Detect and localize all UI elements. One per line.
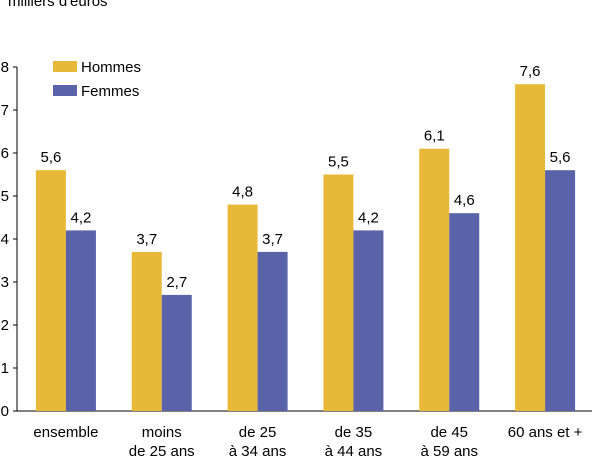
data-labels: 5,6 4,2 3,7 2,7 4,8 3,7 5,5 4,2 6,1 4,6 7,6 5,6 xyxy=(40,63,570,291)
x-tick-label: moins xyxy=(142,424,182,441)
y-tick-label: 7 xyxy=(1,102,9,119)
y-tick-label: 4 xyxy=(1,231,9,248)
bar-hommes xyxy=(323,174,354,411)
bar-hommes xyxy=(35,170,66,411)
bar-femmes xyxy=(65,230,96,411)
unit-label: milliers d'euros xyxy=(8,0,108,10)
y-tick-label: 6 xyxy=(1,145,9,162)
data-label-femmes: 4,2 xyxy=(70,209,91,226)
bar-femmes xyxy=(353,230,384,411)
y-tick-label: 0 xyxy=(1,403,9,420)
x-tick-label: à 44 ans xyxy=(325,443,383,458)
data-label-femmes: 4,6 xyxy=(454,192,475,209)
data-label-hommes: 3,7 xyxy=(136,231,157,248)
bar-femmes xyxy=(257,251,288,411)
bars xyxy=(35,84,576,411)
y-tick-label: 2 xyxy=(1,317,9,334)
x-tick-label: 60 ans et + xyxy=(508,424,583,441)
data-label-hommes: 5,5 xyxy=(328,154,349,171)
legend-swatch-hommes xyxy=(53,61,77,72)
data-label-hommes: 4,8 xyxy=(232,184,253,201)
x-tick-label: à 59 ans xyxy=(420,443,478,458)
bar-femmes xyxy=(161,294,192,411)
bar-femmes xyxy=(449,213,480,411)
data-label-femmes: 5,6 xyxy=(550,149,571,166)
y-tick-label: 5 xyxy=(1,188,9,205)
legend: Hommes Femmes xyxy=(53,59,141,100)
y-axis: 0 1 2 3 4 5 6 7 8 xyxy=(1,59,592,420)
bar-hommes xyxy=(131,251,162,411)
bar-femmes xyxy=(545,170,576,411)
x-tick-label: de 25 xyxy=(239,424,277,441)
y-tick-label: 3 xyxy=(1,274,9,291)
y-tick-label: 1 xyxy=(1,360,9,377)
legend-label-hommes: Hommes xyxy=(81,59,141,76)
data-label-femmes: 4,2 xyxy=(358,209,379,226)
x-tick-label: ensemble xyxy=(33,424,98,441)
x-tick-label: à 34 ans xyxy=(229,443,287,458)
data-label-hommes: 5,6 xyxy=(40,149,61,166)
data-label-femmes: 2,7 xyxy=(166,274,187,291)
legend-swatch-femmes xyxy=(53,85,77,96)
bar-hommes xyxy=(515,84,546,411)
x-axis-labels: ensemble moins de 25 ans de 25 à 34 ans de 35… xyxy=(33,424,583,460)
x-tick-label: de 35 xyxy=(335,424,373,441)
x-tick-label: de 25 ans xyxy=(129,443,195,458)
data-label-femmes: 3,7 xyxy=(262,231,283,248)
data-label-hommes: 7,6 xyxy=(520,63,541,80)
x-tick-label: de 45 xyxy=(430,424,468,441)
bar-hommes xyxy=(227,204,258,411)
y-tick-label: 8 xyxy=(1,59,9,76)
data-label-hommes: 6,1 xyxy=(424,128,445,145)
bar-hommes xyxy=(419,148,450,411)
legend-label-femmes: Femmes xyxy=(81,83,139,100)
